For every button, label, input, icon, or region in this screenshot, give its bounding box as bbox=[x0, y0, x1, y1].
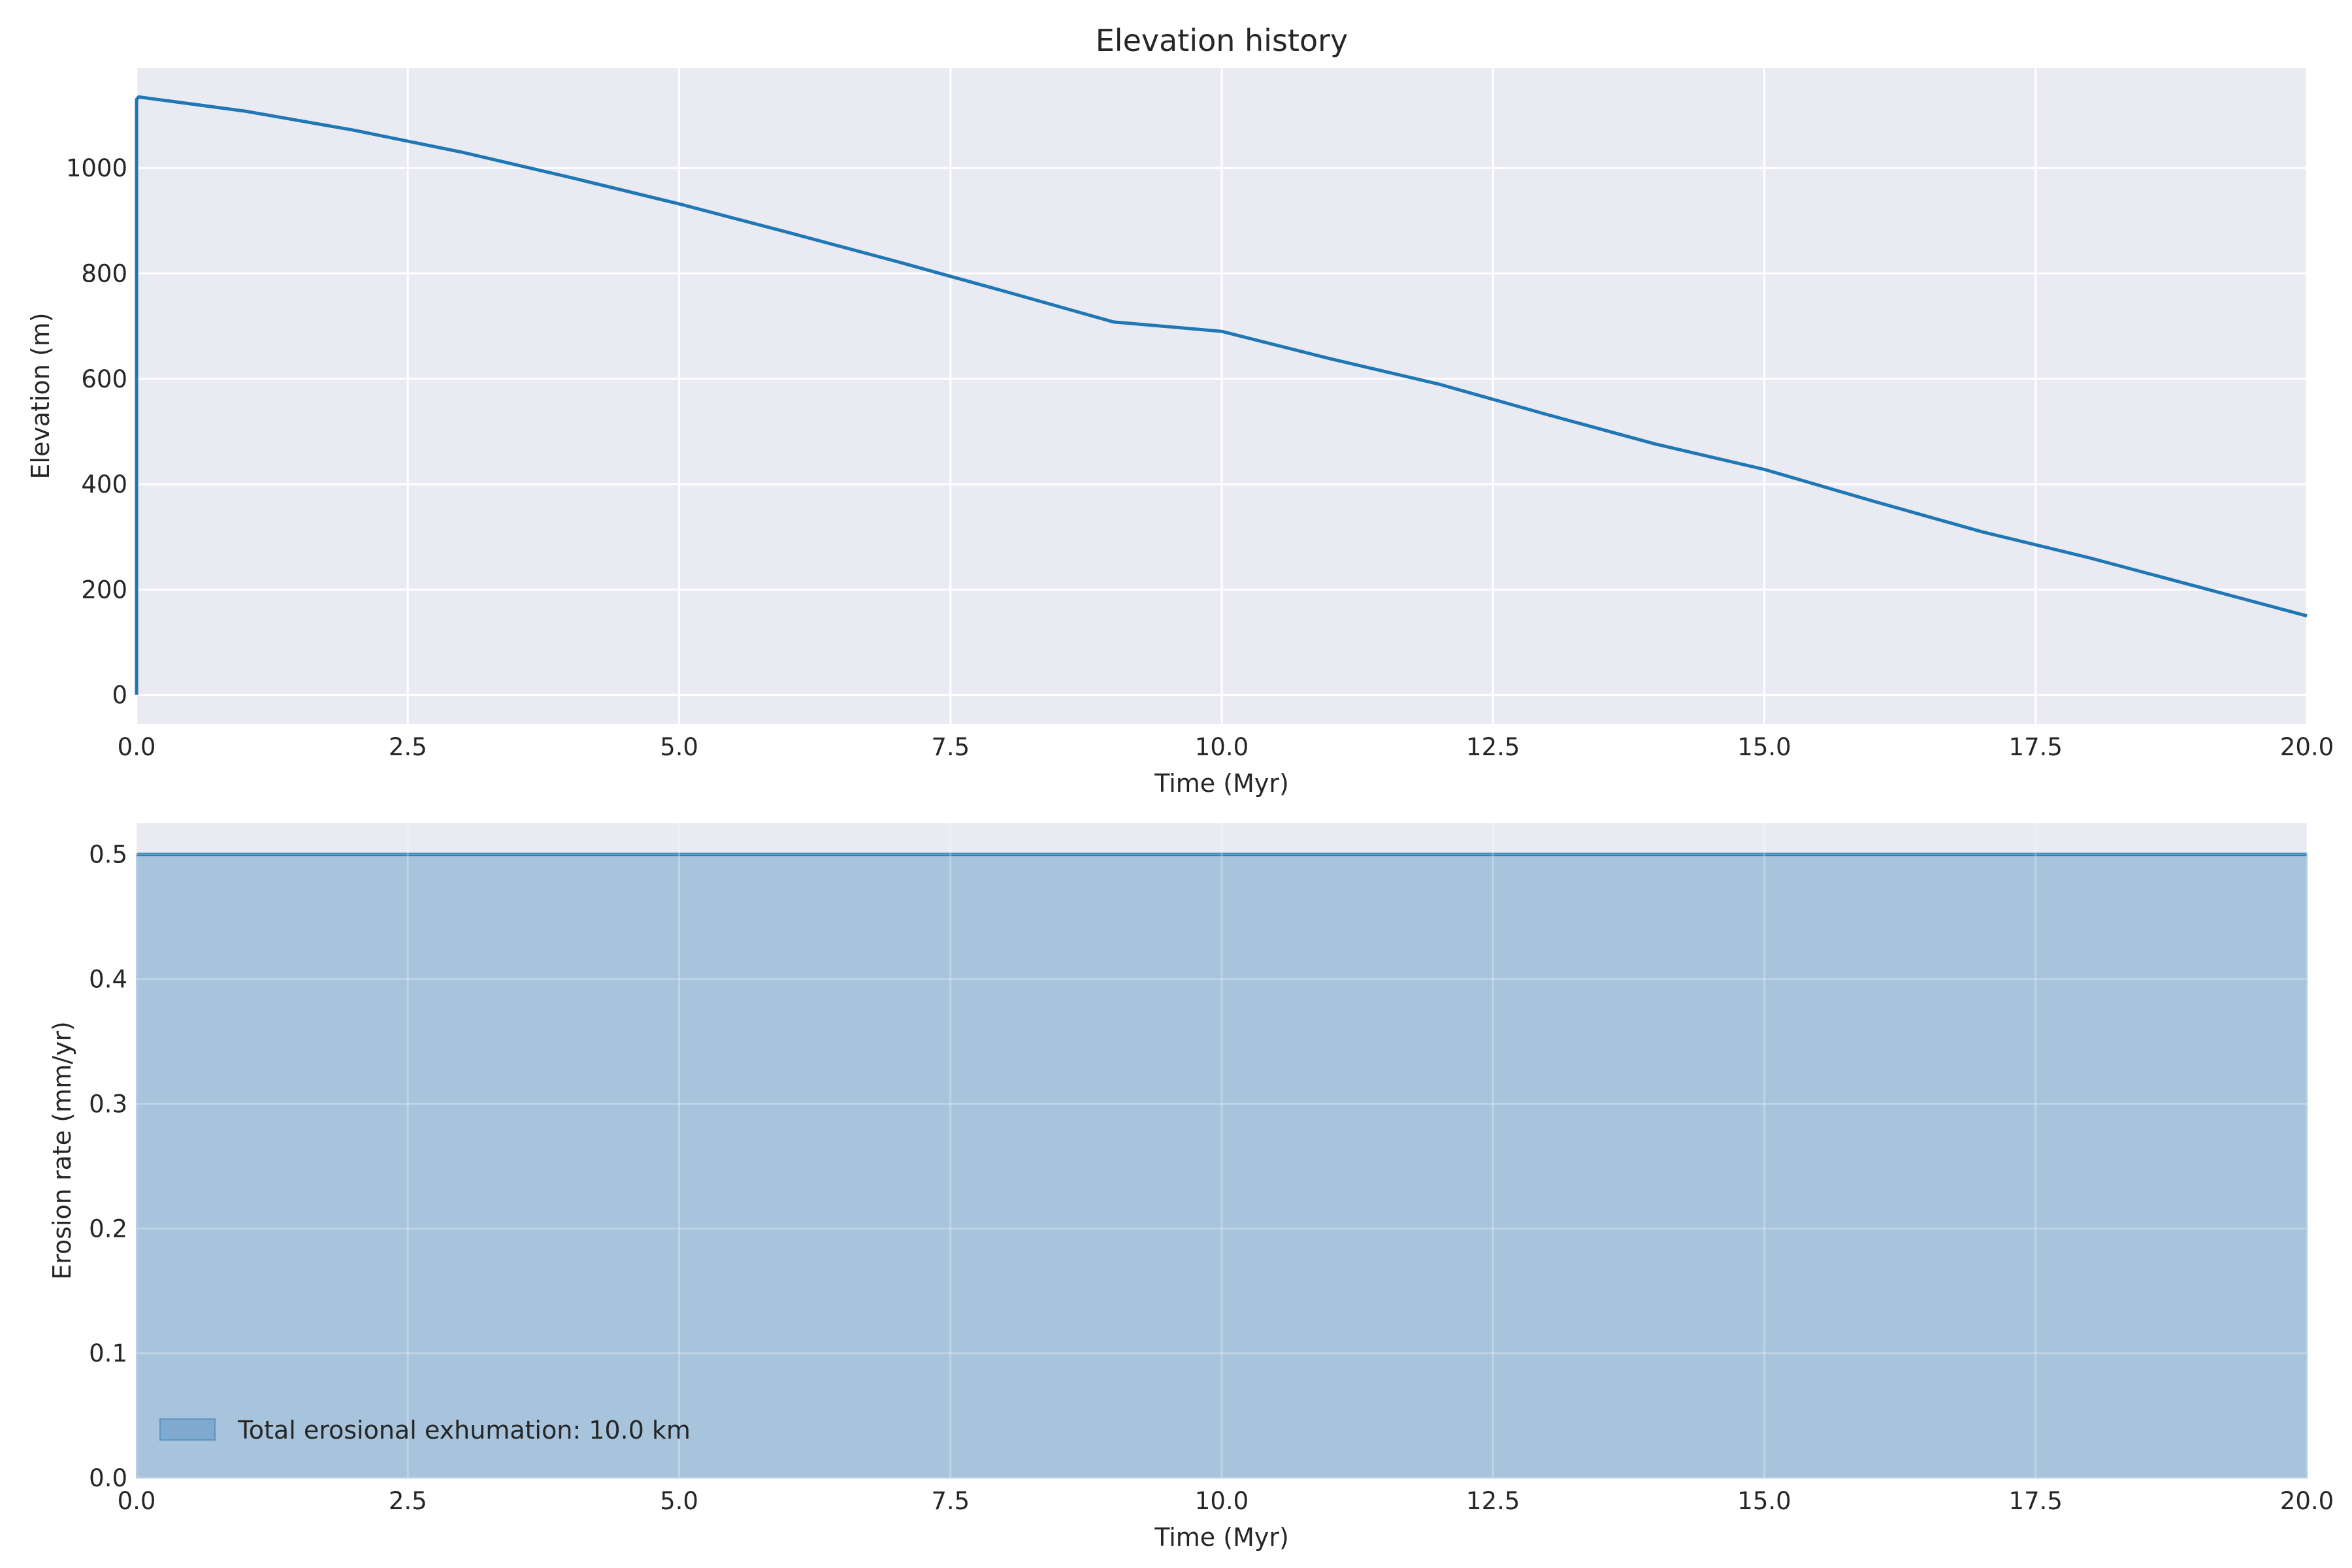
x-tick-label: 0.0 bbox=[118, 733, 156, 761]
elevation-y-axis-label: Elevation (m) bbox=[26, 312, 55, 479]
y-tick-label: 400 bbox=[81, 470, 127, 498]
x-tick-label: 15.0 bbox=[1737, 1487, 1791, 1515]
y-tick-label: 0.0 bbox=[89, 1464, 127, 1492]
erosion-rate-x-axis-label: Time (Myr) bbox=[1154, 1523, 1289, 1552]
x-tick-label: 2.5 bbox=[389, 733, 427, 761]
x-tick-label: 17.5 bbox=[2009, 1487, 2063, 1515]
x-tick-label: 20.0 bbox=[2280, 733, 2334, 761]
erosion-rate-legend: Total erosional exhumation: 10.0 km bbox=[159, 1416, 691, 1445]
y-tick-label: 0.3 bbox=[89, 1090, 127, 1118]
erosion-rate-marks bbox=[136, 853, 2308, 1478]
x-tick-label: 15.0 bbox=[1737, 733, 1791, 761]
y-tick-label: 800 bbox=[81, 260, 127, 288]
x-tick-label: 7.5 bbox=[931, 1487, 970, 1515]
erosion-rate-y-axis-label: Erosion rate (mm/yr) bbox=[48, 1021, 76, 1280]
erosion-rate-tick-labels: 0.0 2.5 5.0 7.5 10.0 12.5 15.0 17.5 20.0 0.0 0.1 0.… bbox=[89, 841, 2334, 1515]
elevation-marks bbox=[135, 95, 2308, 695]
x-tick-label: 12.5 bbox=[1466, 733, 1520, 761]
x-tick-label: 17.5 bbox=[2009, 733, 2063, 761]
elevation-panel: 0.0 2.5 5.0 7.5 10.0 12.5 15.0 17.5 20.0 0 200 400 6… bbox=[26, 23, 2334, 798]
x-tick-label: 12.5 bbox=[1466, 1487, 1520, 1515]
y-tick-label: 600 bbox=[81, 365, 127, 393]
y-tick-label: 0.5 bbox=[89, 841, 127, 869]
y-tick-label: 0.2 bbox=[89, 1215, 127, 1243]
x-tick-label: 5.0 bbox=[660, 733, 698, 761]
elevation-grid bbox=[135, 68, 2308, 724]
legend-label: Total erosional exhumation: 10.0 km bbox=[237, 1416, 691, 1445]
x-tick-label: 20.0 bbox=[2280, 1487, 2334, 1515]
erosion-rate-panel: 0.0 2.5 5.0 7.5 10.0 12.5 15.0 17.5 20.0 0.0 0.1 0.… bbox=[48, 823, 2334, 1552]
x-tick-label: 2.5 bbox=[389, 1487, 427, 1515]
y-tick-label: 0.4 bbox=[89, 966, 127, 994]
y-tick-label: 200 bbox=[81, 576, 127, 604]
elevation-series-line bbox=[135, 95, 2308, 695]
elevation-chart-title: Elevation history bbox=[1096, 23, 1348, 58]
x-tick-label: 10.0 bbox=[1195, 1487, 1249, 1515]
erosion-rate-grid bbox=[135, 823, 2308, 1479]
y-tick-label: 1000 bbox=[66, 154, 127, 182]
elevation-x-axis-label: Time (Myr) bbox=[1154, 769, 1289, 798]
x-tick-label: 0.0 bbox=[118, 1487, 156, 1515]
y-tick-label: 0.1 bbox=[89, 1339, 127, 1367]
legend-swatch bbox=[159, 1418, 216, 1441]
x-tick-label: 7.5 bbox=[931, 733, 970, 761]
x-tick-label: 10.0 bbox=[1195, 733, 1249, 761]
elevation-tick-labels: 0.0 2.5 5.0 7.5 10.0 12.5 15.0 17.5 20.0 0 200 400 6… bbox=[66, 154, 2334, 761]
x-tick-label: 5.0 bbox=[660, 1487, 698, 1515]
y-tick-label: 0 bbox=[112, 681, 127, 710]
